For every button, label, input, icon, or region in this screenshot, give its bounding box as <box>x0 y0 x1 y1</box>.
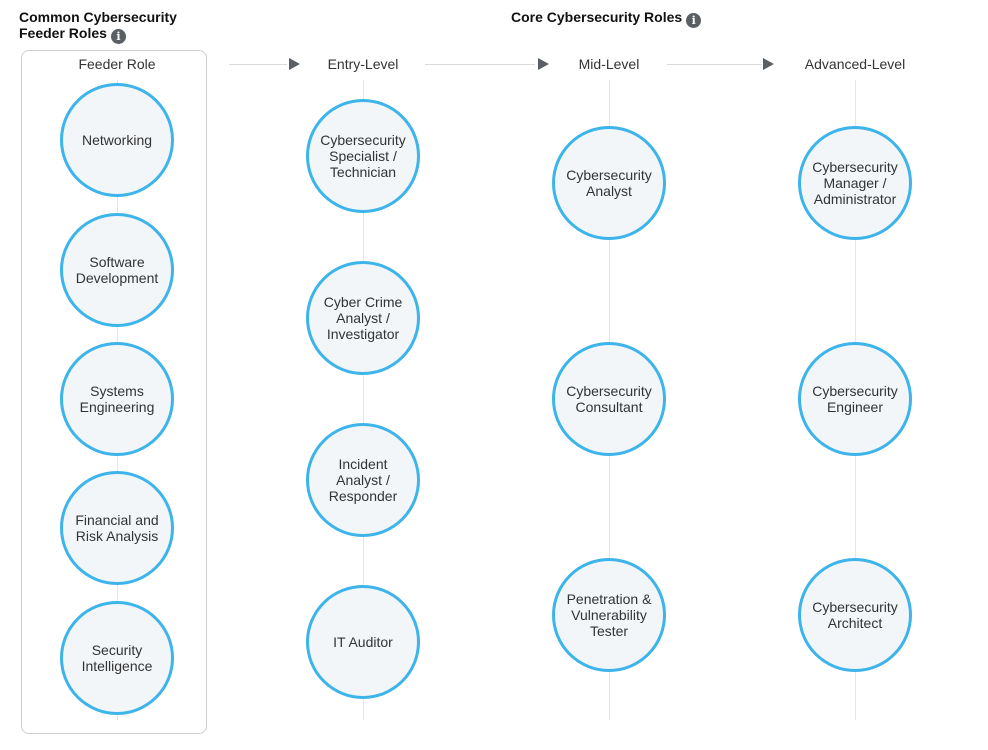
role-node-it-auditor[interactable]: IT Auditor <box>306 585 420 699</box>
role-node-networking[interactable]: Networking <box>60 83 174 197</box>
role-node-software-development[interactable]: Software Development <box>60 213 174 327</box>
entry-track-line <box>363 80 364 720</box>
role-node-penetration-tester[interactable]: Penetration & Vulnerability Tester <box>552 558 666 672</box>
role-node-financial-risk-analysis[interactable]: Financial and Risk Analysis <box>60 471 174 585</box>
role-node-cyber-crime-analyst[interactable]: Cyber Crime Analyst / Investigator <box>306 261 420 375</box>
core-heading-text: Core Cybersecurity Roles <box>511 9 683 25</box>
column-label-feeder: Feeder Role <box>78 56 156 72</box>
role-node-cybersecurity-architect[interactable]: Cybersecurity Architect <box>798 558 912 672</box>
core-roles-heading: Core Cybersecurity Roles i <box>511 9 702 28</box>
feeder-heading-line1: Common Cybersecurity <box>19 9 177 25</box>
arrow-right-icon <box>763 58 774 70</box>
connector-line <box>229 64 287 65</box>
role-node-cybersecurity-consultant[interactable]: Cybersecurity Consultant <box>552 342 666 456</box>
info-icon[interactable]: i <box>110 29 126 44</box>
role-node-security-intelligence[interactable]: Security Intelligence <box>60 601 174 715</box>
role-node-systems-engineering[interactable]: Systems Engineering <box>60 342 174 456</box>
info-icon[interactable]: i <box>686 13 702 28</box>
arrow-right-icon <box>538 58 549 70</box>
role-node-cybersecurity-analyst[interactable]: Cybersecurity Analyst <box>552 126 666 240</box>
arrow-right-icon <box>289 58 300 70</box>
column-label-mid: Mid-Level <box>578 56 640 72</box>
role-node-cybersecurity-specialist[interactable]: Cybersecurity Specialist / Technician <box>306 99 420 213</box>
role-node-cybersecurity-engineer[interactable]: Cybersecurity Engineer <box>798 342 912 456</box>
role-node-cybersecurity-manager[interactable]: Cybersecurity Manager / Administrator <box>798 126 912 240</box>
role-node-incident-analyst[interactable]: Incident Analyst / Responder <box>306 423 420 537</box>
connector-line <box>425 64 535 65</box>
connector-line <box>667 64 762 65</box>
feeder-heading-line2: Feeder Roles <box>19 25 107 41</box>
feeder-role-panel <box>21 50 207 734</box>
column-label-advanced: Advanced-Level <box>804 56 906 72</box>
column-label-entry: Entry-Level <box>327 56 399 72</box>
feeder-roles-heading: Common Cybersecurity Feeder Roles i <box>19 9 177 44</box>
